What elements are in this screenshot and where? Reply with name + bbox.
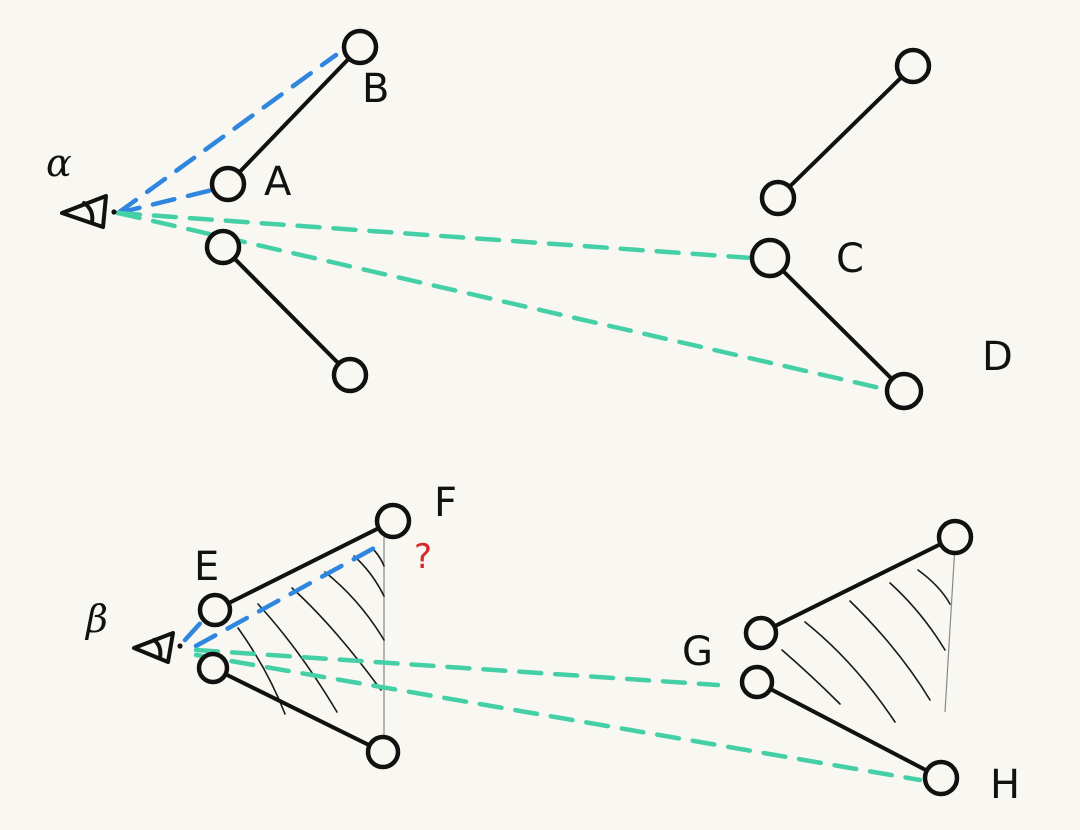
sightline-alpha-d — [115, 210, 883, 391]
label-d: D — [982, 334, 1013, 380]
label-beta: β — [84, 597, 108, 641]
top-diagram: α A B C D — [46, 28, 1013, 411]
hatched-region-left — [237, 537, 385, 745]
node-upper-right-b — [936, 518, 974, 556]
segment-e-f — [213, 519, 395, 612]
sightline-beta-e — [182, 615, 208, 643]
sightline-alpha-c — [115, 210, 755, 261]
segment-upper-right — [776, 64, 915, 200]
question-mark: ? — [414, 537, 432, 577]
node-g — [743, 615, 779, 651]
node-lower-left-top — [204, 228, 242, 266]
sightline-beta-f — [193, 539, 388, 649]
eye-icon — [132, 631, 183, 664]
node-f — [374, 502, 412, 540]
node-lower-left-bottom — [331, 356, 369, 394]
sightline-alpha-b — [115, 52, 339, 216]
sightline-beta-g — [193, 647, 721, 688]
segment-lower-g-h — [755, 680, 943, 780]
hatched-region-right — [781, 544, 956, 723]
node-upper-right-top — [894, 47, 932, 85]
node-b — [341, 28, 379, 66]
node-below-e — [196, 651, 230, 685]
node-a — [209, 165, 247, 203]
node-below-g — [739, 664, 775, 700]
label-e: E — [194, 544, 219, 590]
node-h — [922, 759, 960, 797]
segment-a-b — [226, 45, 362, 186]
label-g: G — [682, 629, 713, 675]
label-c: C — [836, 236, 864, 282]
sightline-beta-h — [193, 652, 923, 783]
label-h: H — [990, 762, 1020, 808]
node-bottom-left — [365, 734, 401, 770]
segment-c-d — [768, 256, 906, 393]
label-b: B — [362, 66, 389, 112]
segment-lower-left — [221, 245, 352, 377]
node-e — [197, 592, 233, 628]
label-alpha: α — [46, 141, 72, 185]
node-d — [884, 371, 924, 411]
segment-lower-e — [211, 666, 385, 754]
bottom-diagram: β E F ? G H — [84, 480, 1020, 808]
node-upper-right-bottom — [759, 179, 797, 217]
sightline-alpha-a — [115, 187, 215, 216]
node-c — [749, 237, 791, 279]
eye-icon — [60, 194, 117, 229]
label-a: A — [264, 159, 292, 205]
label-f: F — [434, 480, 457, 526]
segment-g-upper — [759, 535, 957, 635]
